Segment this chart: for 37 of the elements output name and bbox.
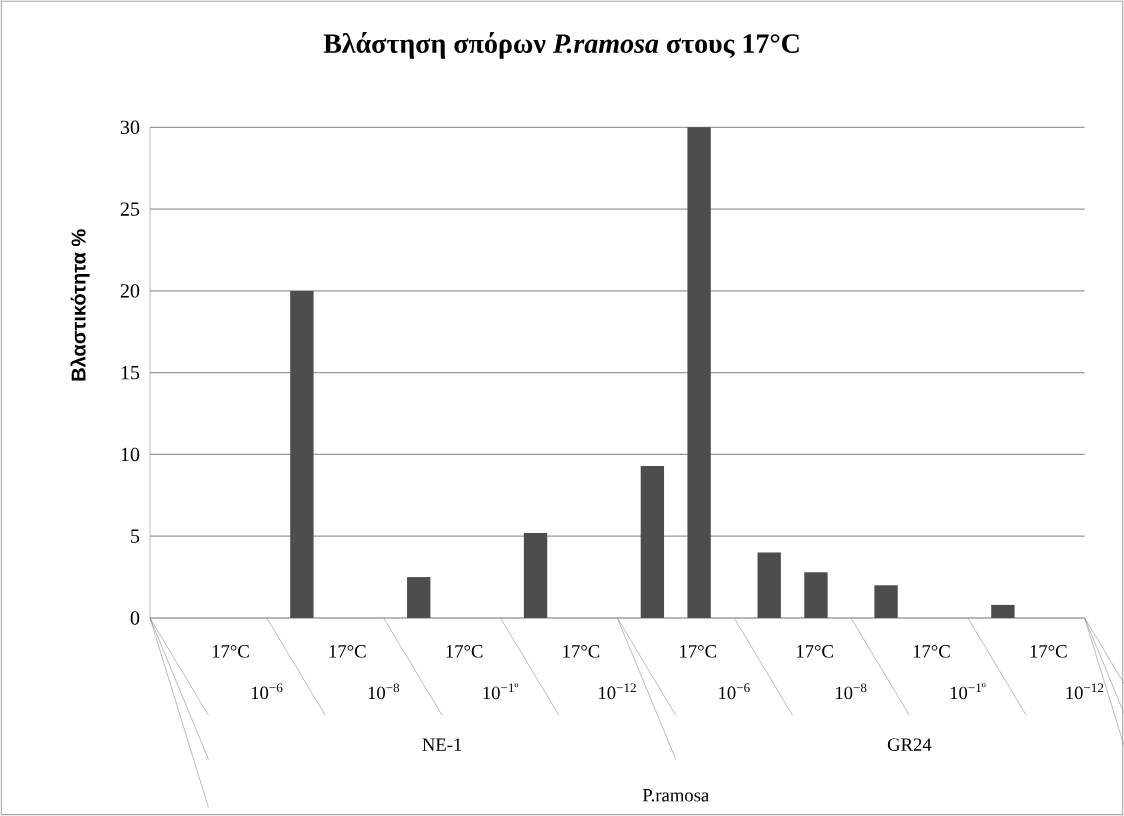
bar (804, 572, 828, 618)
text: 10$^{−1º}$ (483, 683, 519, 700)
text: 10$^{−8}$ (836, 683, 867, 700)
y-axis-title: Βλαστικότητα % (70, 229, 90, 381)
text: 10$^{−12}$ (599, 683, 636, 700)
chart-title: Βλάστηση σπόρων P.ramosa στους 17°C (323, 31, 799, 59)
text: 10$^{−6}$ (251, 683, 283, 700)
bar (407, 577, 431, 618)
bar (687, 127, 711, 618)
bar (757, 552, 781, 618)
y-tick-label: 15 (121, 365, 140, 380)
text: NE-1 (422, 738, 462, 751)
y-tick-label: 30 (120, 120, 140, 135)
x-tick-label: 17°C (1030, 645, 1067, 658)
bar (640, 465, 665, 618)
y-tick-label: 25 (120, 202, 140, 216)
x-tick-label: 17°C (212, 645, 249, 658)
y-tick-label: 10 (121, 447, 140, 462)
x-tick-label: 17°C (329, 645, 366, 658)
text: 10$^{−1º}$ (950, 683, 986, 700)
bar (523, 532, 548, 618)
bar (991, 604, 1015, 618)
text: GR24 (887, 738, 932, 751)
y-tick-label: 0 (130, 611, 140, 625)
x-tick-label: 17°C (563, 645, 600, 658)
x-tick-label: 17°C (680, 645, 717, 658)
bar (874, 585, 898, 618)
text: P.ramosa (642, 789, 709, 802)
y-tick-label: 5 (131, 529, 140, 543)
text: 10$^{−8}$ (368, 683, 400, 700)
y-tick-label: 20 (120, 284, 140, 298)
bar (290, 290, 314, 618)
x-tick-label: 17°C (796, 645, 833, 658)
text: 10$^{−6}$ (719, 683, 750, 700)
x-tick-label: 17°C (446, 645, 483, 658)
text: 10$^{−12}$ (1066, 683, 1104, 700)
x-tick-label: 17°C (913, 645, 950, 658)
